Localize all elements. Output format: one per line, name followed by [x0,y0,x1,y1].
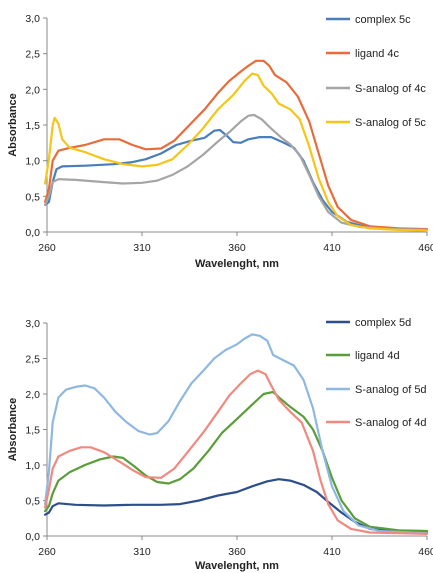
y-tick-label: 2,0 [25,84,40,96]
y-tick-label: 1,0 [25,156,40,168]
y-tick-label: 1,5 [25,425,40,437]
x-axis-title: Wavelenght, nm [195,560,279,572]
y-axis-title: Absorbance [7,93,19,157]
legend-label: S-analog of 4d [355,417,427,429]
legend-label: complex 5c [355,14,411,26]
series-line-complex-5d [44,478,429,534]
y-tick-label: 1,5 [25,120,40,132]
series-line-s-analog-of-4c [44,113,429,231]
x-tick-label: 460 [418,242,433,254]
x-tick-label: 460 [418,546,433,558]
legend-label: S-analog of 5d [355,384,427,396]
x-tick-label: 310 [133,242,151,254]
y-tick-label: 0,0 [25,531,40,543]
y-tick-label: 2,0 [25,389,40,401]
x-tick-label: 410 [323,242,341,254]
y-tick-label: 3,0 [25,13,40,25]
y-tick-label: 1,0 [25,460,40,472]
series-line-s-analog-of-4d [44,369,429,535]
series-line-s-analog-of-5d [44,333,429,535]
legend-label: complex 5d [355,317,411,329]
y-tick-label: 0,0 [25,227,40,239]
y-tick-label: 0,5 [25,496,40,508]
series-line-s-analog-of-5c [44,72,429,232]
y-axis-title: Absorbance [7,398,19,462]
chart-panel-2: 0,0 0,5 1,0 1,5 2,0 2,5 3,0 260 310 360 410 460 Wave… [7,317,433,572]
x-tick-label: 360 [228,546,246,558]
x-tick-label: 410 [323,546,341,558]
series-line-ligand-4c [44,59,429,231]
x-tick-label: 310 [133,546,151,558]
y-tick-label: 2,5 [25,49,40,61]
y-tick-label: 2,5 [25,354,40,366]
x-tick-label: 360 [228,242,246,254]
series-line-complex-5c [44,128,429,231]
y-tick-label: 3,0 [25,318,40,330]
series-line-ligand-4d [44,390,429,533]
legend-label: ligand 4d [355,350,400,362]
x-tick-label: 260 [38,546,56,558]
chart-panel-1: 0,0 0,5 1,0 1,5 2,0 2,5 3,0 260 310 360 410 460 Wave… [7,13,433,270]
x-axis-title: Wavelenght, nm [195,258,279,270]
y-tick-label: 0,5 [25,191,40,203]
x-tick-label: 260 [38,242,56,254]
legend-label: S-analog of 5c [355,117,426,129]
legend-label: S-analog of 4c [355,83,426,95]
legend-label: ligand 4c [355,48,400,60]
